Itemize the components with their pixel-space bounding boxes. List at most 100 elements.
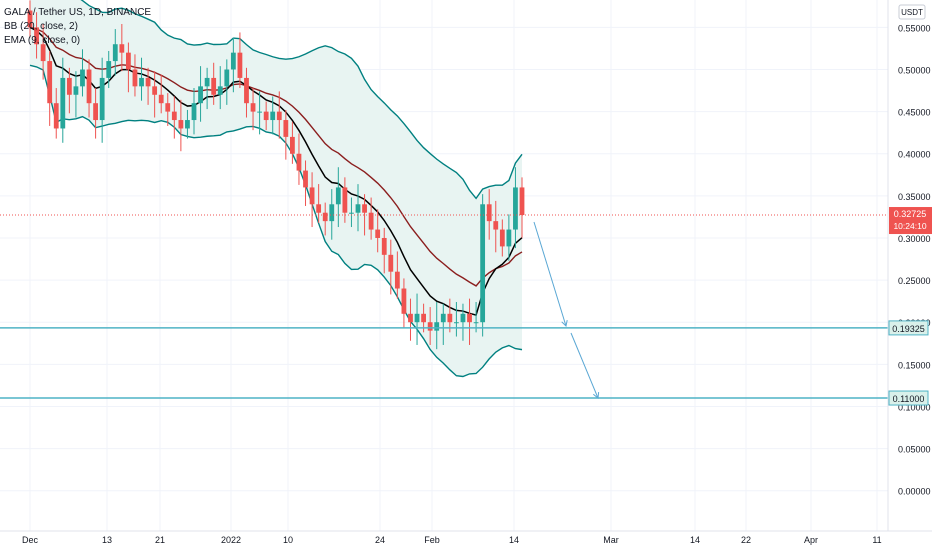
time-tick-label: 13 [102,535,112,545]
time-tick-label: 14 [509,535,519,545]
candle [486,189,492,240]
candle [204,67,210,110]
candle [27,0,33,38]
bb-basis[interactable] [29,26,523,287]
candle [99,57,105,143]
candle [309,172,315,228]
projection-arrow[interactable] [533,221,568,327]
candle [165,93,171,126]
ema-line [29,26,523,316]
candle [460,303,466,341]
candle [467,298,472,345]
candle [499,219,505,257]
time-tick-label: 10 [283,535,293,545]
time-tick-label: 11 [872,535,881,545]
time-tick-label: Apr [804,535,818,545]
candle [139,57,144,101]
time-tick-label: 22 [741,535,751,545]
price-tick-label: 0.30000 [898,234,931,244]
candle [440,303,446,345]
candle [513,167,518,249]
candle [152,71,158,118]
candle [66,67,72,114]
candle [447,298,453,333]
projection-arrow[interactable] [570,332,600,399]
legend-symbol[interactable]: GALA / Tether US, 1D, BINANCE [4,7,152,18]
candle [296,133,302,185]
candle [119,24,125,72]
axis-price-labels: 0.32725 10:24:10 0.19325 0.11000 [888,207,932,406]
current-price-value: 0.32725 [894,209,927,219]
candle [47,50,53,126]
candle [224,59,230,105]
candle [217,66,223,110]
countdown-value: 10:24:10 [893,221,926,231]
candle [283,109,289,160]
candle [506,214,512,261]
candle [126,42,131,93]
candle [257,91,262,135]
legend: GALA / Tether US, 1D, BINANCE BB (20, cl… [4,6,151,48]
bb-basis-line [29,26,523,287]
legend-ema[interactable]: EMA (9, close, 0) [4,35,81,46]
level-price-value: 0.11000 [893,394,925,404]
candle [427,307,433,345]
candle [375,209,381,253]
bb-lower-line[interactable] [29,64,523,378]
candle [408,298,413,341]
projection-arrows [533,221,600,399]
candle [250,88,256,131]
price-tick-label: 0.25000 [898,276,931,286]
candle [270,96,276,135]
candle [244,67,249,118]
price-tick-label: 0.40000 [898,150,931,160]
candle [362,194,367,236]
candle [198,66,203,122]
currency-badge[interactable]: USDT [898,4,926,20]
time-tick-label: Feb [424,535,440,545]
candle [86,59,92,118]
level-price-label: 0.11000 [888,390,929,406]
candle [322,202,328,236]
candle [401,278,407,329]
currency-label: USDT [901,8,923,17]
price-tick-label: 0.05000 [898,445,931,455]
candle [158,74,164,114]
price-axis: 0.55000 0.50000 0.45000 0.40000 0.35000 0.300… [898,4,931,497]
price-tick-label: 0.15000 [898,360,931,370]
time-tick-label: 24 [375,535,385,545]
time-tick-label: 21 [155,535,165,545]
price-tick-label: 0.45000 [898,108,931,118]
candle [368,197,374,240]
time-axis: Dec 13 21 2022 10 24 Feb 14 Mar 14 22 Apr 11 [22,535,882,545]
candle [73,71,79,118]
candle [145,67,151,105]
price-tick-label: 0.50000 [898,66,931,76]
candle [132,54,138,97]
price-tick-label: 0.55000 [898,23,931,33]
candle [237,32,243,89]
candle [454,302,459,337]
current-price-label: 0.32725 10:24:10 [889,207,932,235]
price-tick-label: 0.00000 [898,487,931,497]
candle [178,99,184,152]
candle [112,29,118,76]
candle [394,251,400,299]
candle [414,293,420,345]
candle [211,62,217,105]
horizontal-levels [0,214,888,399]
price-tick-label: 0.35000 [898,192,931,202]
ema[interactable] [29,26,523,316]
bb-upper-line[interactable] [30,0,523,200]
legend-bb[interactable]: BB (20, close, 2) [4,21,78,32]
candle [349,197,354,228]
candle [230,37,236,93]
candle [53,88,59,139]
candle [276,91,282,139]
candle [185,109,190,139]
candle [171,96,177,139]
candle [290,121,295,164]
candle [80,49,85,97]
